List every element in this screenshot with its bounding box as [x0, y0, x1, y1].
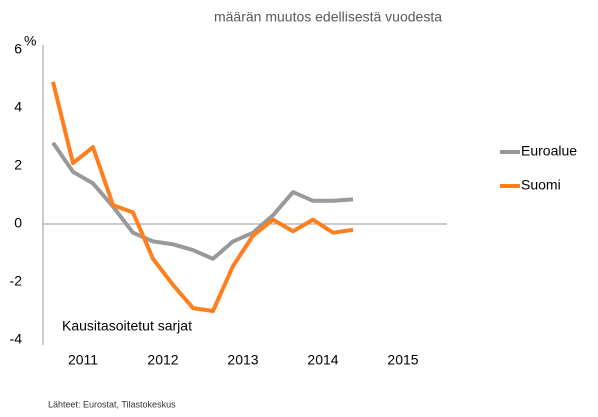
y-tick-label: 6	[14, 41, 22, 57]
x-tick-label: 2014	[307, 352, 338, 368]
source: Lähteet: Eurostat, Tilastokeskus	[48, 399, 176, 409]
x-tick-label: 2013	[227, 352, 258, 368]
legend-label: Euroalue	[521, 143, 577, 159]
y-tick-label: 4	[14, 99, 22, 115]
series-line	[51, 141, 354, 261]
annotation: Kausitasoitetut sarjat	[62, 318, 192, 334]
y-tick-label: 2	[14, 157, 22, 173]
y-tick-label: 0	[14, 215, 22, 231]
y-axis-label: %	[24, 33, 36, 49]
x-tick-label: 2015	[387, 352, 418, 368]
y-tick-label: -4	[10, 331, 23, 347]
series-line	[51, 81, 354, 313]
x-tick-label: 2012	[147, 352, 178, 368]
y-tick-label: -2	[10, 273, 23, 289]
legend-label: Suomi	[521, 177, 561, 193]
x-tick-label: 2011	[68, 352, 98, 368]
chart-title: määrän muutos edellisestä vuodesta	[214, 9, 442, 25]
